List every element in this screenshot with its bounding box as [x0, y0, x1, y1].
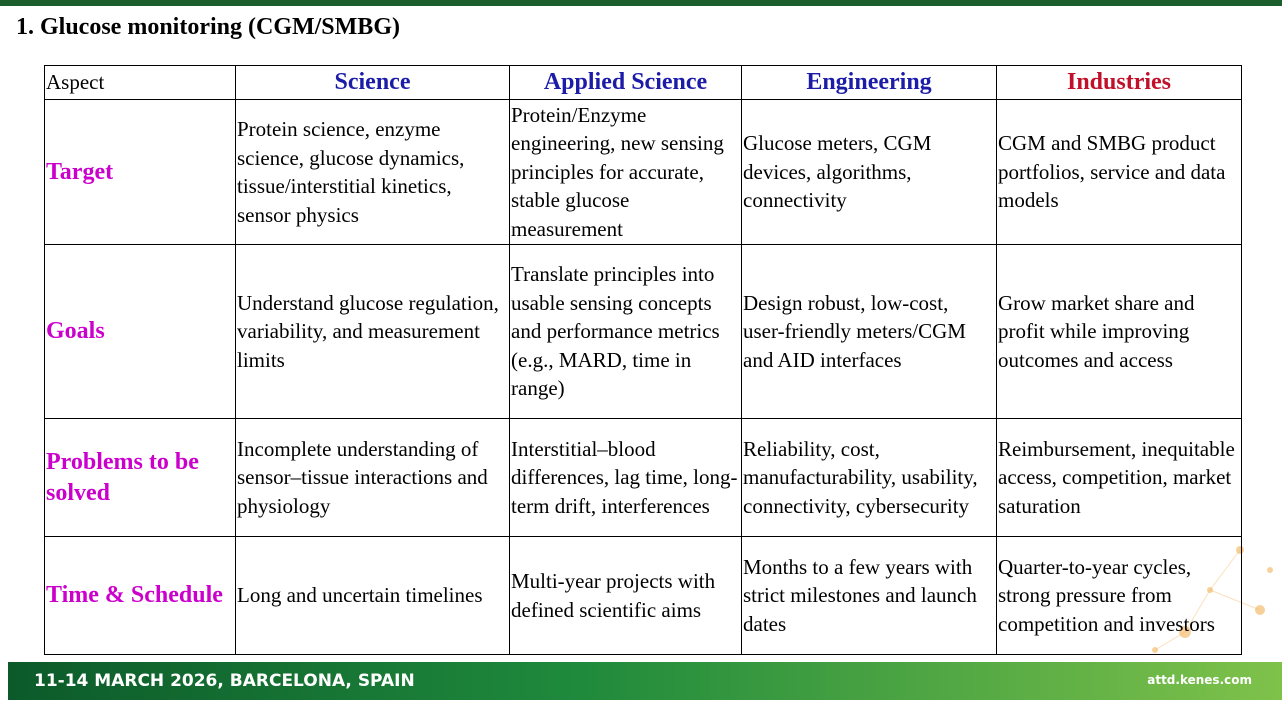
row-label: Problems to be solved	[44, 418, 236, 537]
table-cell: Incomplete understanding of sensor–tissu…	[235, 418, 510, 537]
column-header: Science	[235, 65, 510, 100]
column-header: Aspect	[44, 65, 236, 100]
table-cell: Reimbursement, inequitable access, compe…	[996, 418, 1242, 537]
table-cell: Long and uncertain timelines	[235, 536, 510, 655]
table-cell: Interstitial–blood differences, lag time…	[509, 418, 742, 537]
footer-bar: 11-14 MARCH 2026, BARCELONA, SPAIN attd.…	[8, 662, 1282, 700]
header-row: Aspect Science Applied Science Engineeri…	[44, 65, 1242, 100]
table-row: Problems to be solved Incomplete understa…	[44, 418, 1242, 537]
table-cell: Design robust, low-cost, user-friendly m…	[741, 244, 997, 419]
table-cell: Multi-year projects with defined scienti…	[509, 536, 742, 655]
table-row: Goals Understand glucose regulation, vari…	[44, 244, 1242, 419]
row-label: Goals	[44, 244, 236, 419]
table-cell: Reliability, cost, manufacturability, us…	[741, 418, 997, 537]
table-cell: Glucose meters, CGM devices, algorithms,…	[741, 99, 997, 245]
table-cell: Translate principles into usable sensing…	[509, 244, 742, 419]
table-row: Time & Schedule Long and uncertain timeli…	[44, 536, 1242, 655]
comparison-table: Aspect Science Applied Science Engineeri…	[44, 65, 1242, 655]
table-cell: Months to a few years with strict milest…	[741, 536, 997, 655]
row-label: Time & Schedule	[44, 536, 236, 655]
table-body: Target Protein science, enzyme science, g…	[44, 99, 1242, 655]
table-row: Target Protein science, enzyme science, g…	[44, 99, 1242, 245]
event-info: 11-14 MARCH 2026, BARCELONA, SPAIN	[34, 671, 415, 691]
column-header: Applied Science	[509, 65, 742, 100]
table-cell: Grow market share and profit while impro…	[996, 244, 1242, 419]
table-cell: Protein science, enzyme science, glucose…	[235, 99, 510, 245]
column-header: Industries	[996, 65, 1242, 100]
slide-title: 1. Glucose monitoring (CGM/SMBG)	[16, 14, 400, 40]
column-header: Engineering	[741, 65, 997, 100]
top-bar	[0, 0, 1282, 6]
row-label: Target	[44, 99, 236, 245]
table-cell: CGM and SMBG product portfolios, service…	[996, 99, 1242, 245]
table-cell: Quarter-to-year cycles, strong pressure …	[996, 536, 1242, 655]
website: attd.kenes.com	[1147, 673, 1252, 687]
table-cell: Protein/Enzyme engineering, new sensing …	[509, 99, 742, 245]
table-cell: Understand glucose regulation, variabili…	[235, 244, 510, 419]
